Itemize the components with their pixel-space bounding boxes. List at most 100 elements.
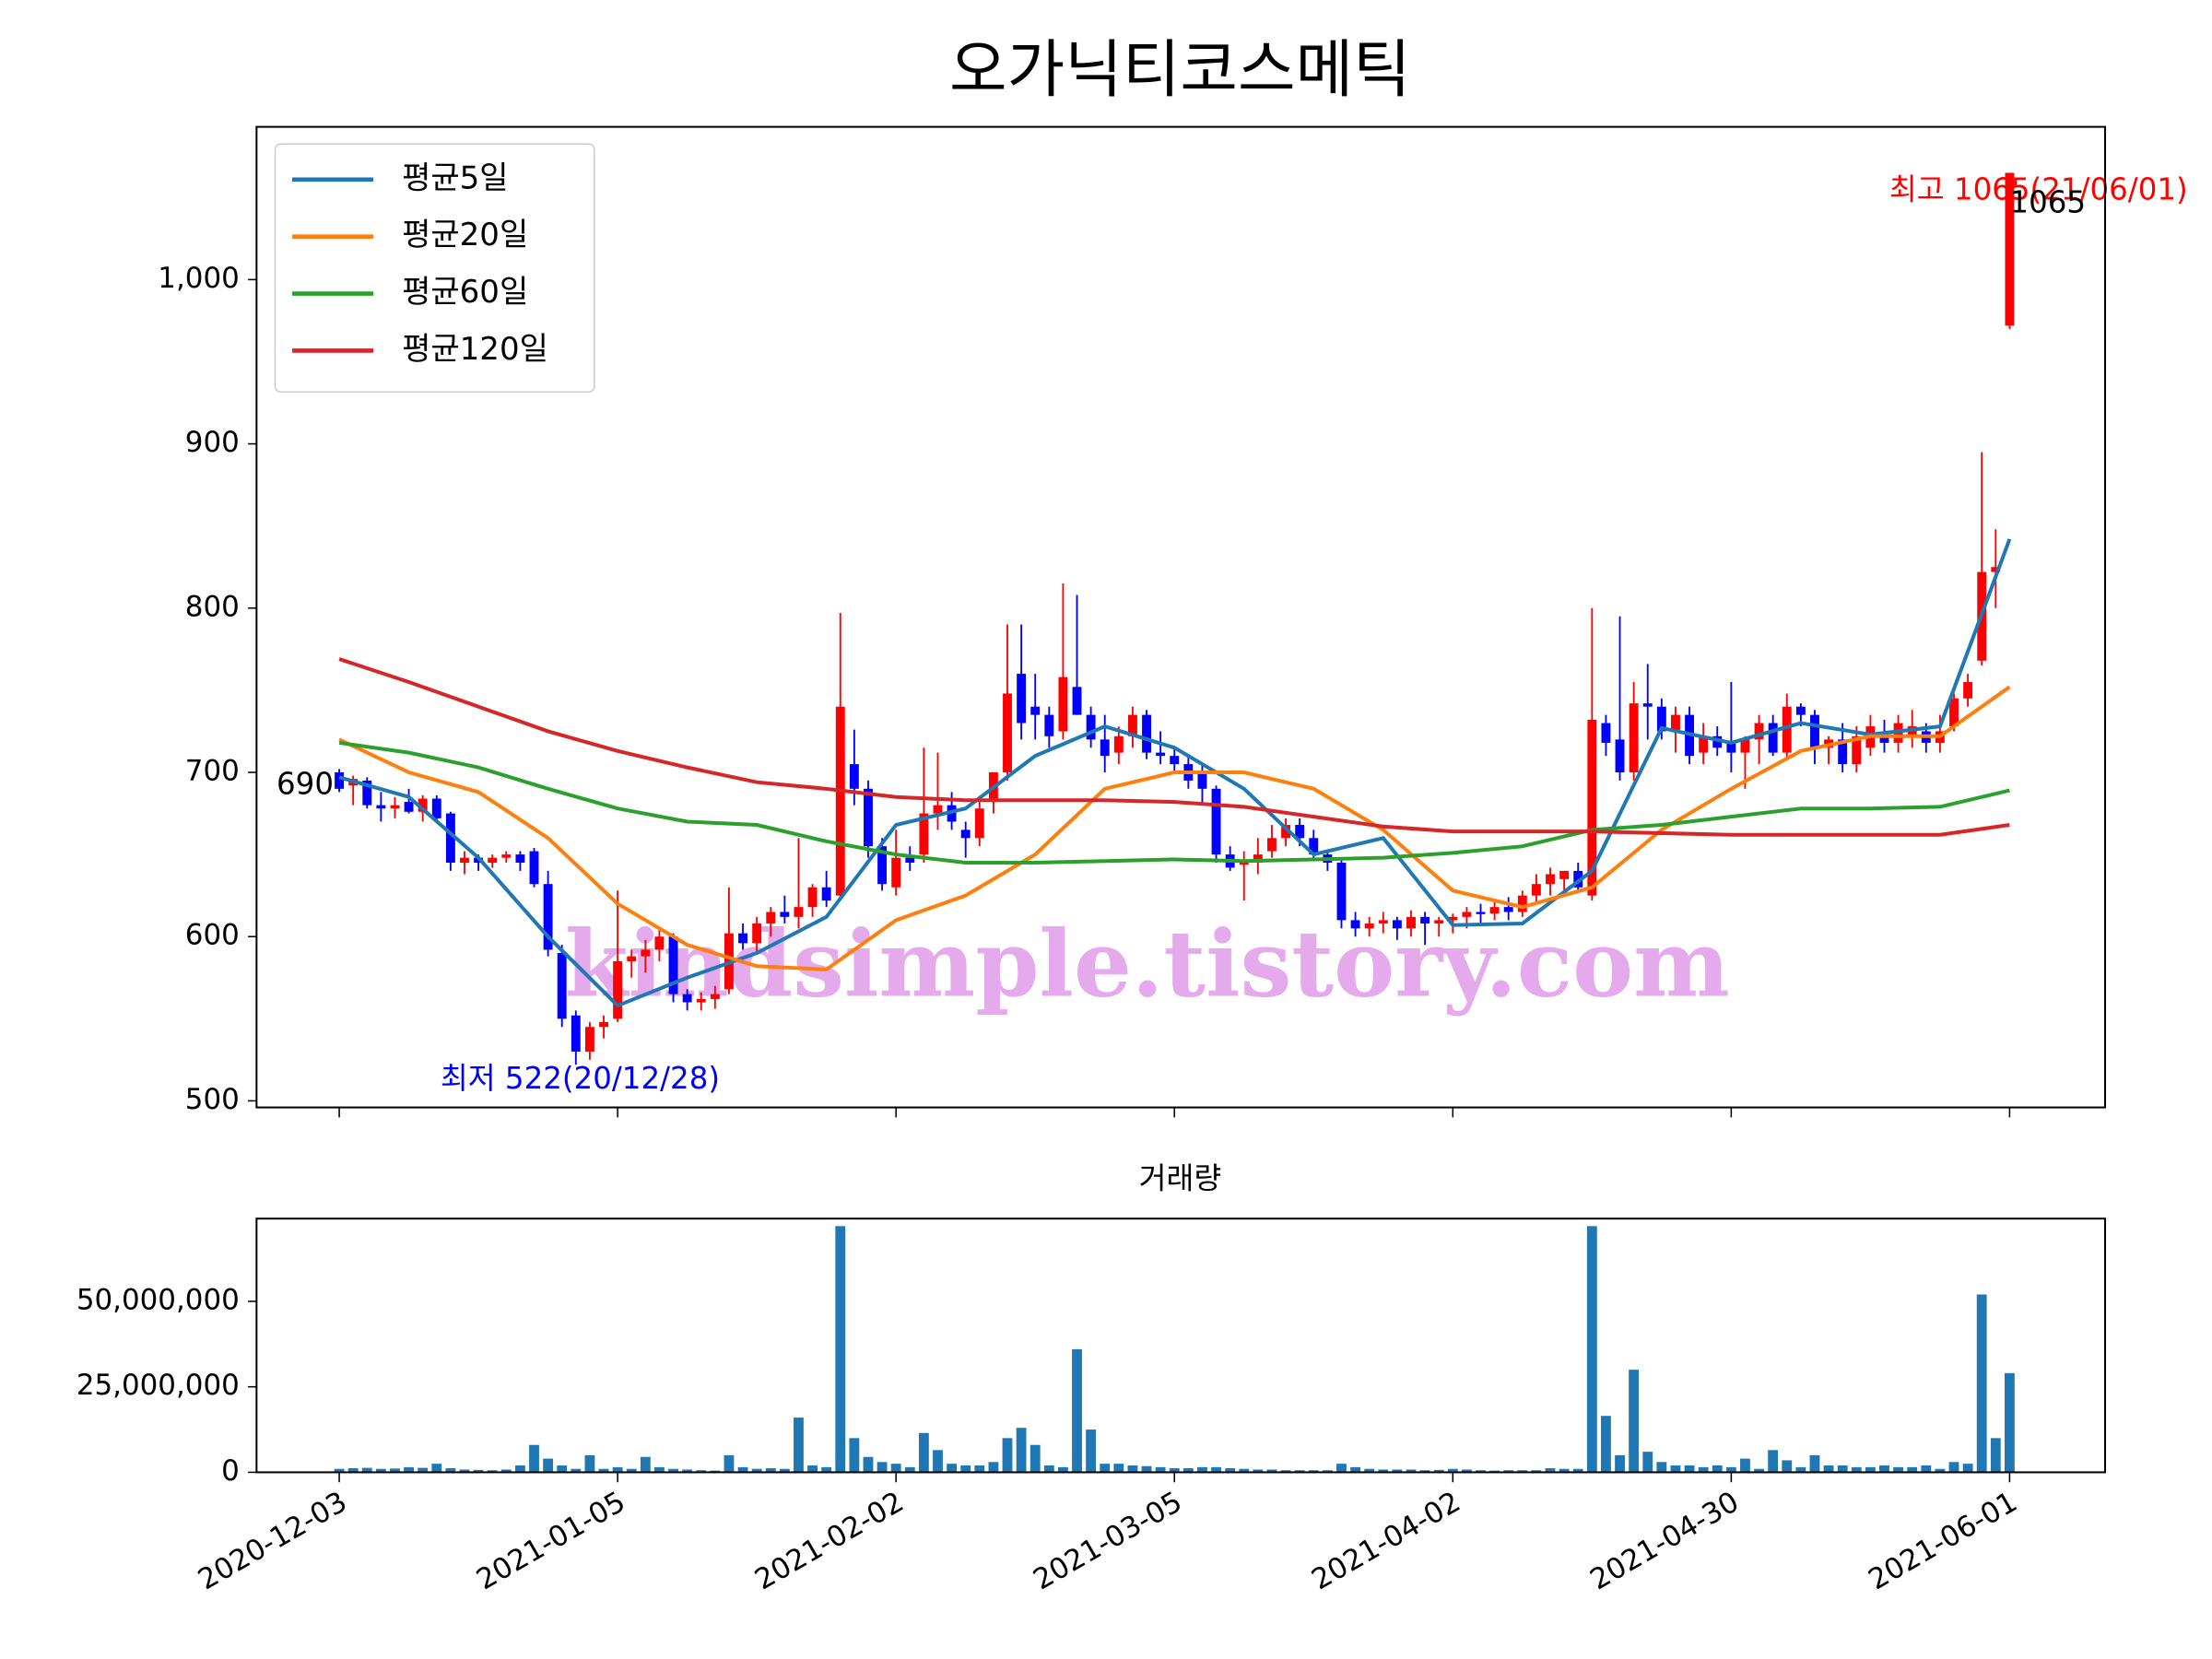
y-tick-label: 500 xyxy=(185,1083,240,1116)
candle-body xyxy=(1795,706,1806,715)
candle-body xyxy=(335,771,345,789)
candle-body xyxy=(1448,916,1458,921)
candle-body xyxy=(1949,698,1959,727)
candle-body xyxy=(1044,714,1054,736)
volume-bar xyxy=(1768,1450,1779,1473)
volume-bar xyxy=(1392,1469,1403,1473)
legend-label: 평균20일 xyxy=(402,217,528,253)
volume-bar xyxy=(947,1464,958,1473)
volume-bar xyxy=(918,1432,929,1473)
volume-bar xyxy=(849,1438,860,1473)
volume-bar xyxy=(1823,1465,1834,1473)
candle-body xyxy=(1170,756,1180,765)
volume-bar xyxy=(1322,1470,1333,1473)
candle-body xyxy=(877,846,888,885)
volume-bar xyxy=(1865,1466,1876,1473)
volume-bar xyxy=(960,1465,971,1473)
candle-body xyxy=(1392,920,1402,929)
volume-bar xyxy=(1266,1469,1277,1473)
legend-box xyxy=(274,143,595,394)
volume-bar xyxy=(1698,1466,1709,1473)
volume-bar xyxy=(1559,1468,1570,1473)
volume-bar xyxy=(514,1465,525,1473)
volume-bar xyxy=(1740,1458,1750,1473)
volume-bar xyxy=(1879,1465,1889,1473)
candle-body xyxy=(529,851,539,885)
candle-body xyxy=(1810,714,1819,748)
volume-bar xyxy=(1308,1470,1319,1473)
volume-bar xyxy=(890,1464,901,1473)
volume-bar xyxy=(1113,1464,1124,1473)
volume-bar xyxy=(1030,1444,1041,1473)
candle-body xyxy=(1615,739,1625,772)
watermark: kindsimple.tistory.com xyxy=(565,912,1730,1018)
volume-bar xyxy=(682,1469,693,1473)
volume-bar xyxy=(1948,1462,1959,1473)
volume-bar xyxy=(1809,1454,1820,1473)
volume-bar xyxy=(1058,1466,1068,1473)
volume-bar xyxy=(640,1456,651,1473)
candle-body xyxy=(1754,723,1764,740)
candle-body xyxy=(1239,863,1249,865)
candle-body xyxy=(738,933,747,944)
candle-body xyxy=(557,953,567,1019)
candle-body xyxy=(1852,735,1862,765)
volume-bar xyxy=(1364,1468,1375,1473)
candle-body xyxy=(1726,742,1736,753)
first-close-label: 690 xyxy=(276,767,334,802)
volume-bar xyxy=(584,1454,595,1473)
volume-bar xyxy=(1461,1469,1472,1473)
volume-bar xyxy=(1545,1467,1556,1473)
candle-body xyxy=(613,960,623,1019)
y-tick-label: 800 xyxy=(185,590,240,623)
candle-body xyxy=(445,813,455,864)
volume-bar xyxy=(1670,1465,1681,1473)
volume-bar xyxy=(1586,1226,1597,1473)
volume-axes xyxy=(255,1218,2107,1474)
candle-body xyxy=(488,857,498,864)
candle-body xyxy=(933,805,943,814)
candle-body xyxy=(2005,172,2015,326)
volume-bar xyxy=(1406,1469,1417,1473)
candle-body xyxy=(1699,735,1709,753)
volume-bar xyxy=(1642,1452,1653,1473)
volume-bar xyxy=(668,1468,678,1473)
candle-body xyxy=(1295,825,1305,839)
volume-bar xyxy=(1725,1466,1736,1473)
candle-body xyxy=(404,802,414,812)
candle-body xyxy=(460,857,469,864)
candle-body xyxy=(390,805,400,809)
candle-body xyxy=(1378,920,1388,924)
volume-bar xyxy=(1225,1467,1236,1473)
candle-body xyxy=(1587,719,1597,896)
volume-bar xyxy=(1629,1370,1640,1473)
volume-bar xyxy=(529,1444,539,1473)
candle-body xyxy=(807,887,818,908)
volume-bar xyxy=(445,1467,456,1473)
volume-bar xyxy=(1072,1348,1082,1473)
candle-body xyxy=(431,798,441,818)
volume-bar xyxy=(1447,1468,1458,1473)
candle-body xyxy=(1879,735,1889,743)
volume-bar xyxy=(877,1462,888,1473)
candle-body xyxy=(1100,739,1110,757)
last-close-label: 1065 xyxy=(2009,185,2086,220)
candle-body xyxy=(1058,677,1068,732)
volume-bar xyxy=(500,1469,512,1473)
candle-body xyxy=(1838,739,1848,765)
volume-bar xyxy=(1907,1466,1918,1473)
candle-body xyxy=(1782,706,1792,753)
candle-body xyxy=(1462,912,1472,917)
candle-body xyxy=(960,830,971,839)
volume-bar xyxy=(1127,1465,1138,1473)
volume-bar xyxy=(361,1467,372,1473)
legend-label: 평균60일 xyxy=(402,274,528,311)
candle-body xyxy=(974,808,984,839)
candle-body xyxy=(501,854,512,858)
candle-body xyxy=(1406,916,1416,929)
candle-body xyxy=(1489,907,1500,914)
volume-bar xyxy=(473,1469,484,1473)
volume-bar xyxy=(1336,1464,1347,1473)
candle-body xyxy=(1559,870,1570,879)
y-tick-label: 50,000,000 xyxy=(76,1283,240,1316)
